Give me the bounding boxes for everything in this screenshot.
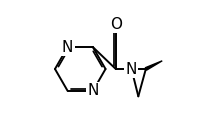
Text: N: N — [62, 40, 73, 55]
Text: N: N — [87, 83, 99, 98]
Text: N: N — [125, 62, 137, 76]
Polygon shape — [145, 61, 162, 70]
Text: O: O — [110, 17, 122, 32]
